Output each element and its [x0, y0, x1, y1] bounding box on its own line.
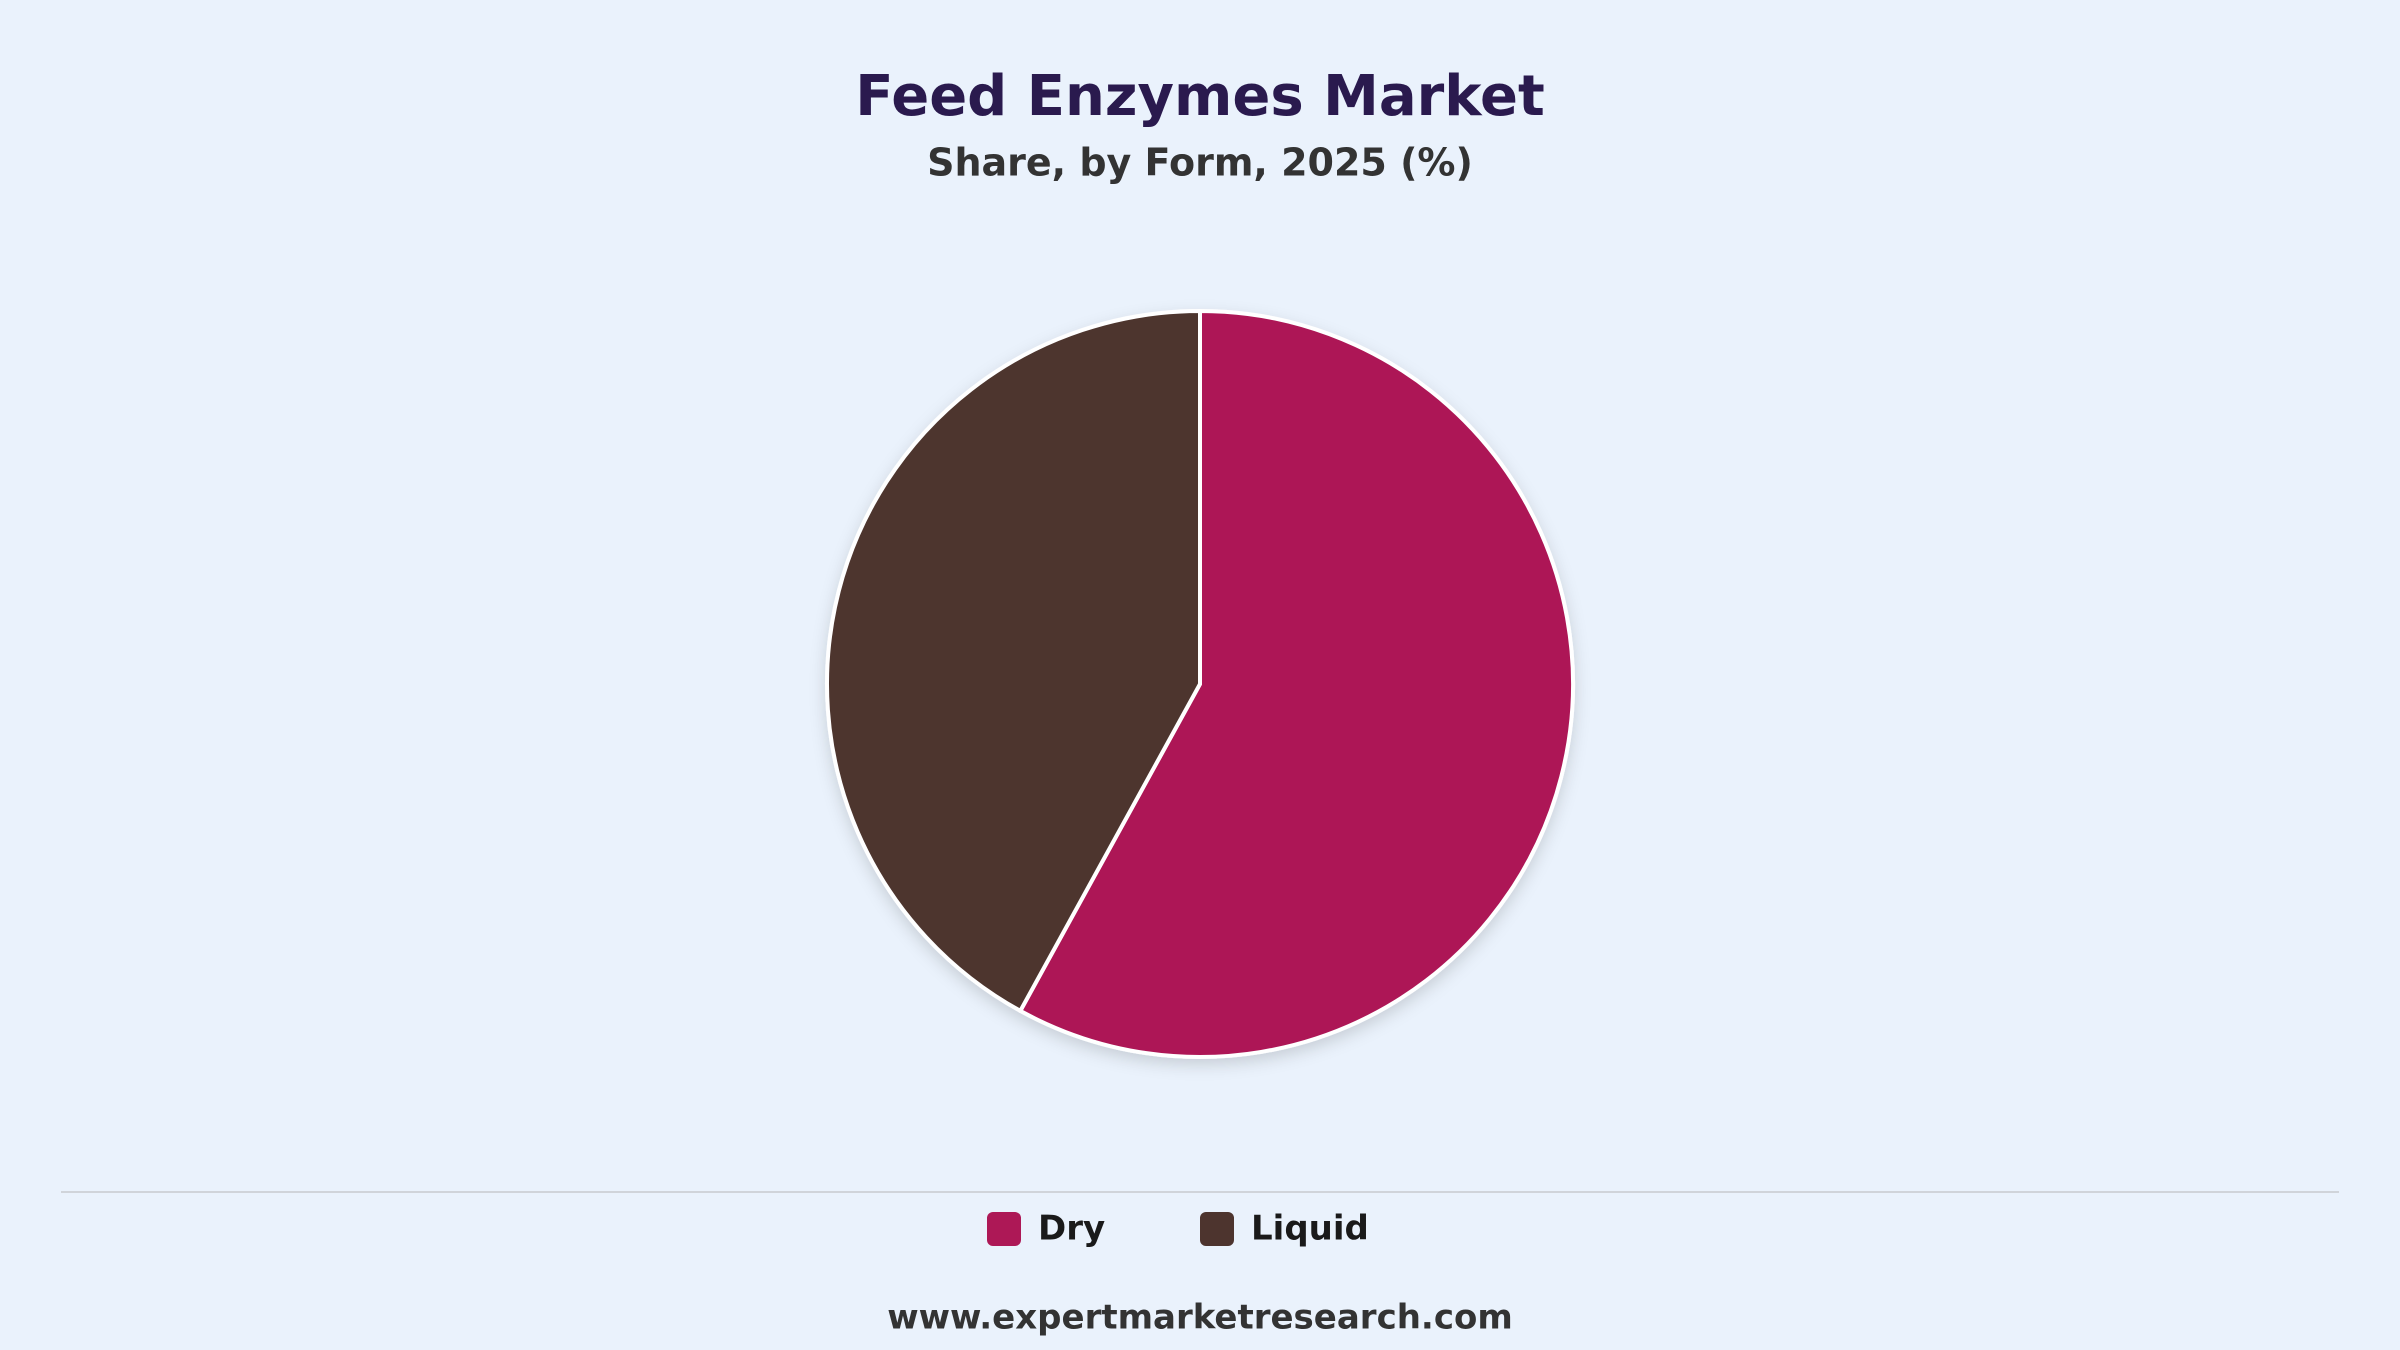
legend: Dry Liquid: [987, 1209, 1369, 1249]
legend-swatch: [987, 1212, 1021, 1246]
source: www.expertmarketresearch.com: [887, 1298, 1513, 1338]
pie-slice: [825, 309, 1202, 1013]
chart-title: Feed Enzymes Market: [855, 64, 1545, 129]
chart-subtitle: Share, by Form, 2025 (%): [927, 141, 1473, 185]
pie: [825, 309, 1575, 1059]
legend-label: Liquid: [1251, 1209, 1369, 1249]
pie-slice: [1018, 309, 1575, 1059]
legend-label: Dry: [1038, 1209, 1105, 1249]
legend-swatch: [1200, 1212, 1234, 1246]
